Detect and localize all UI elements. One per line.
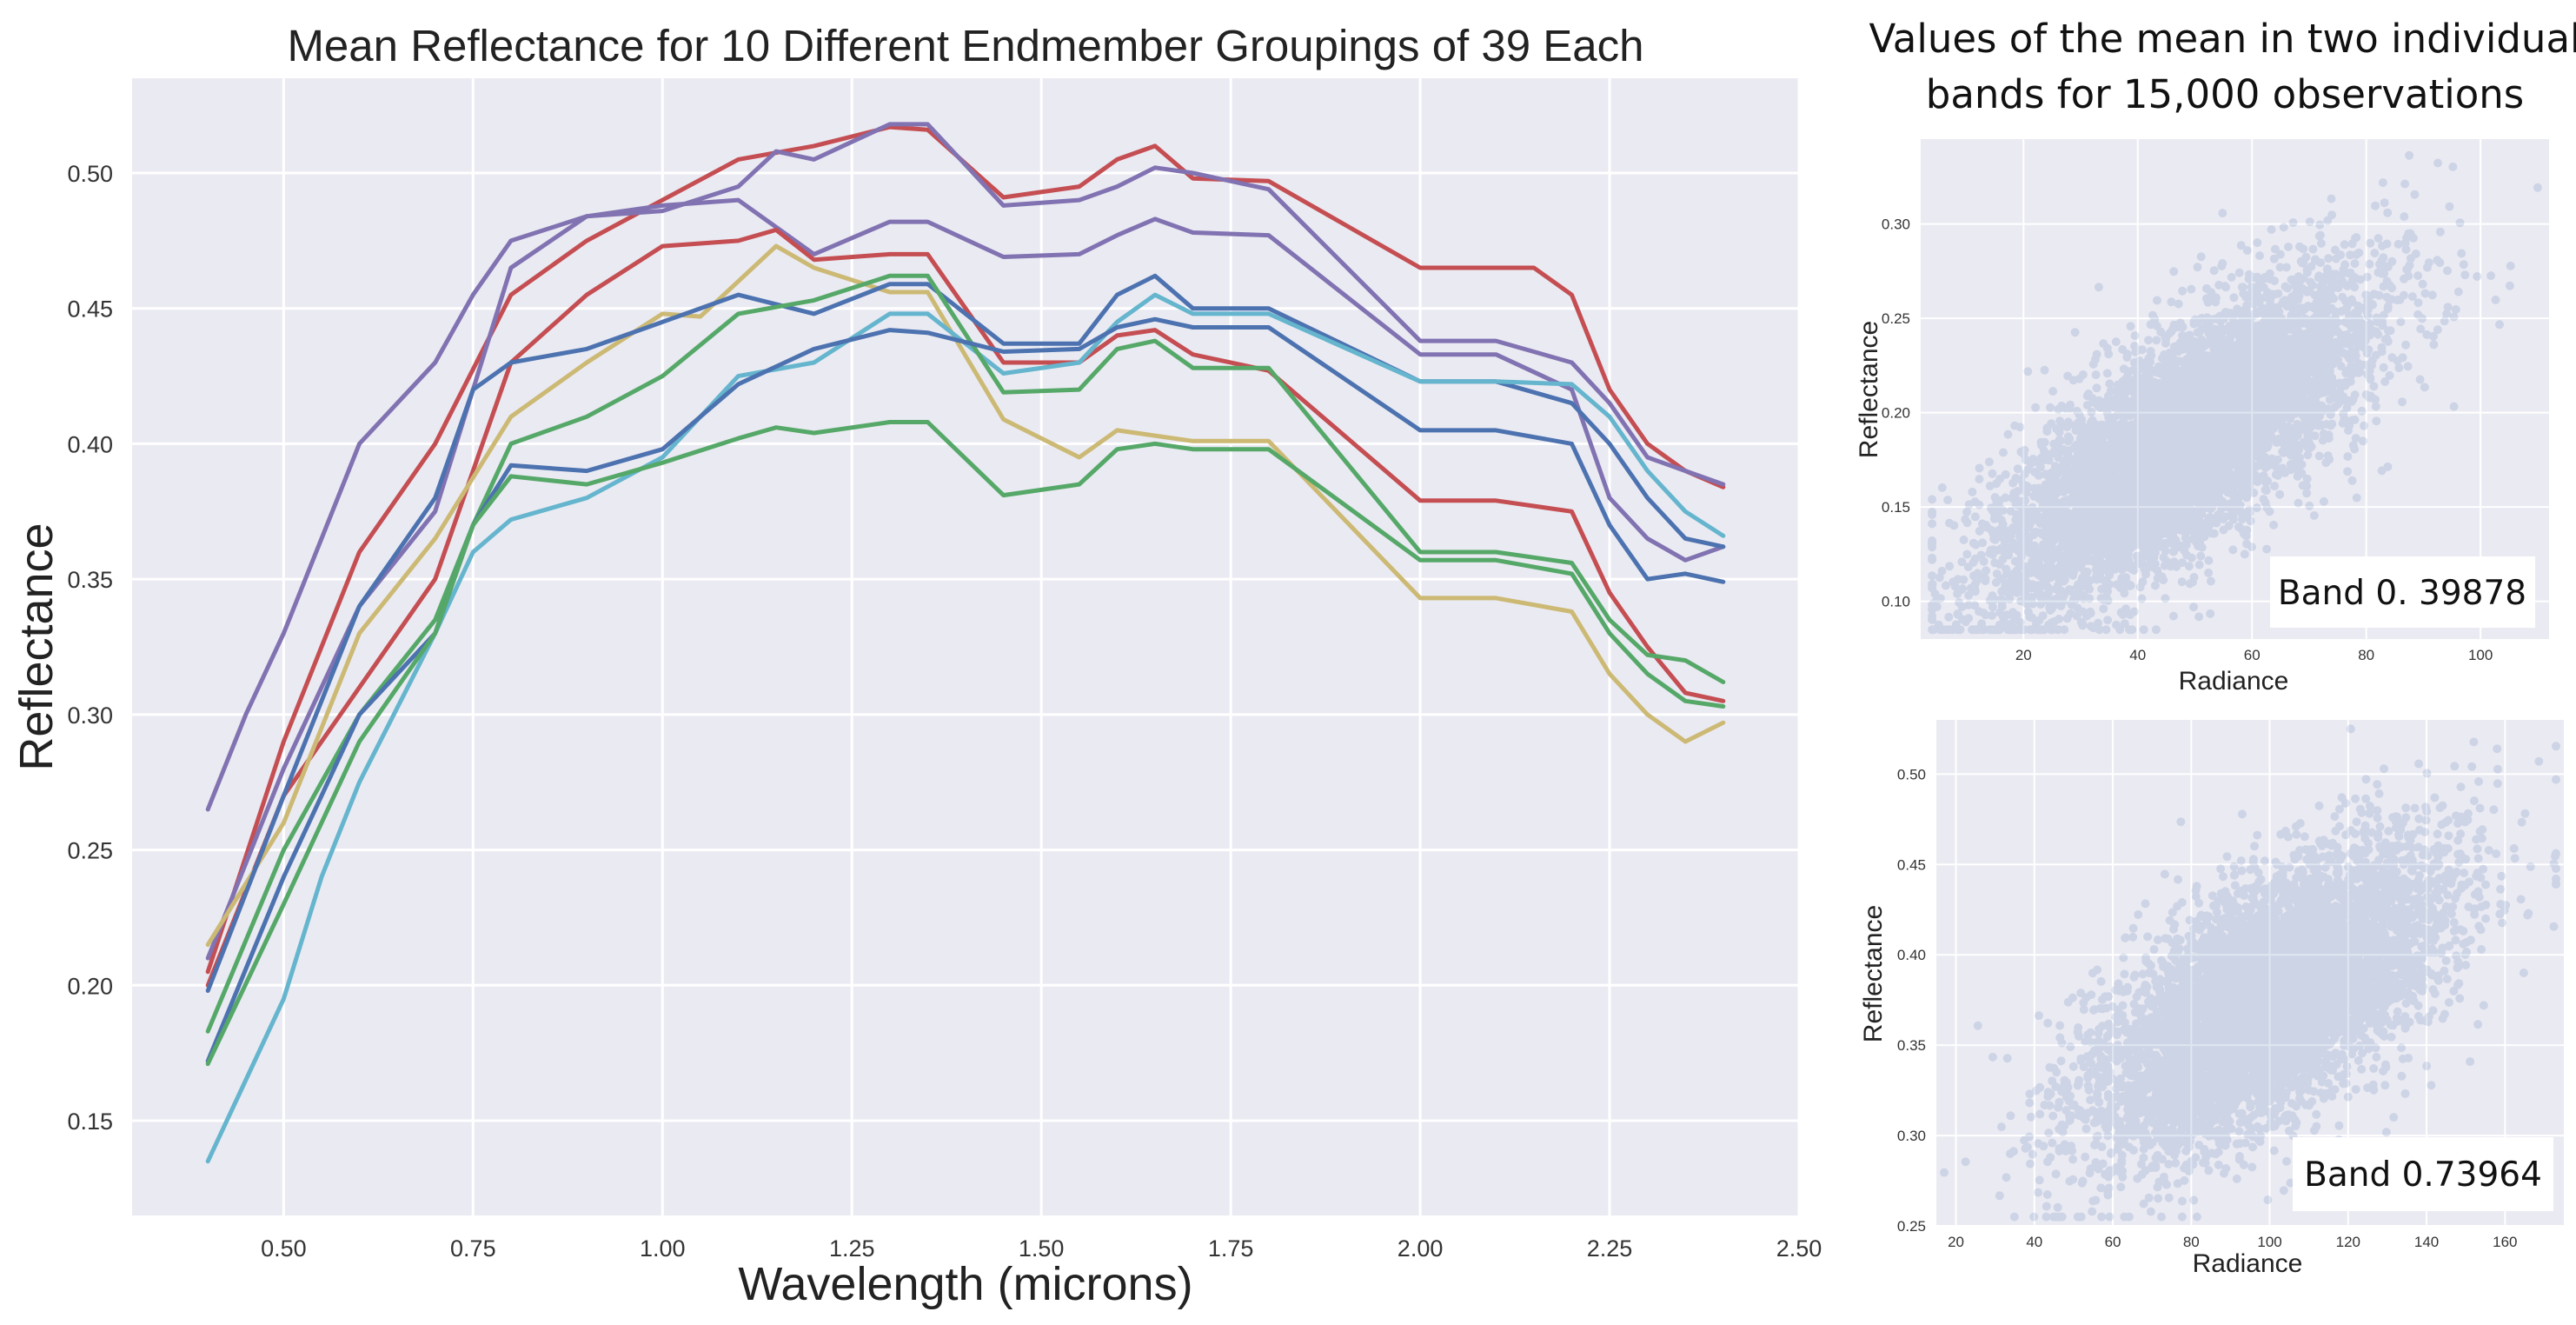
main-y-tick-label: 0.50 [67, 161, 113, 187]
scatter-1-plot-area [1921, 139, 2549, 639]
main-grid [132, 78, 1801, 1215]
sc1-x-tick-label: 80 [2358, 647, 2374, 663]
scatter-2-y-tick-labels: 0.25 0.30 0.35 0.40 0.45 0.50 [1897, 766, 1926, 1235]
series-line-5 [205, 243, 1726, 948]
main-y-tick-label: 0.20 [67, 973, 113, 999]
scatter-2-x-axis-label: Radiance [2193, 1249, 2303, 1278]
sc1-x-tick-label: 100 [2468, 647, 2493, 663]
main-x-tick-label: 1.75 [1208, 1235, 1254, 1262]
main-y-tick-label: 0.15 [67, 1109, 113, 1135]
scatter-2-x-tick-labels: 20 40 60 80 100 120 140 160 [1948, 1234, 2517, 1250]
main-x-tick-label: 2.50 [1776, 1235, 1822, 1262]
sc2-x-tick-label: 140 [2414, 1234, 2439, 1250]
sc2-y-tick-label: 0.40 [1897, 947, 1926, 963]
sc2-x-tick-label: 20 [1948, 1234, 1964, 1250]
main-x-tick-label: 1.25 [829, 1235, 875, 1262]
sc2-x-tick-label: 120 [2336, 1234, 2360, 1250]
main-y-tick-label: 0.30 [67, 702, 113, 729]
sc2-x-tick-label: 60 [2105, 1234, 2121, 1250]
sc2-x-tick-label: 40 [2026, 1234, 2042, 1250]
series-line-3 [205, 197, 1726, 812]
main-y-tick-labels: 0.15 0.20 0.25 0.30 0.35 0.40 0.45 0.50 [67, 161, 113, 1135]
series-line-1 [205, 124, 1726, 975]
main-series-lines [205, 122, 1726, 1164]
sc1-point-cloud [1928, 150, 2542, 635]
sc2-point-cloud [1940, 724, 2560, 1222]
main-x-tick-label: 0.50 [261, 1235, 307, 1262]
scatter-2-band-annotation: Band 0.73964 [2304, 1155, 2542, 1195]
main-y-tick-label: 0.25 [67, 838, 113, 864]
sc1-y-tick-label: 0.10 [1882, 594, 1910, 610]
sc2-y-tick-label: 0.45 [1897, 856, 1926, 873]
sc2-y-tick-label: 0.50 [1897, 766, 1926, 782]
sc2-y-tick-label: 0.25 [1897, 1218, 1926, 1235]
main-x-tick-labels: 0.50 0.75 1.00 1.25 1.50 1.75 2.00 2.25 2.50 [261, 1235, 1822, 1262]
scatter-1-x-axis-label: Radiance [2179, 667, 2289, 696]
sc1-y-tick-label: 0.15 [1882, 499, 1910, 516]
scatter-2-grid [1936, 720, 2564, 1227]
scatter-1-annotation-box [2270, 556, 2535, 628]
scatter-1-band-annotation: Band 0. 39878 [2278, 574, 2526, 613]
main-x-tick-label: 1.50 [1019, 1235, 1065, 1262]
scatter-band-1: 20 40 60 80 100 0.10 0.15 0.20 0.25 0.30 Radianc… [1855, 139, 2549, 696]
side-title-line-2: bands for 15,000 observations [1926, 71, 2525, 117]
main-x-tick-label: 2.00 [1398, 1235, 1444, 1262]
sc1-x-tick-label: 40 [2129, 647, 2146, 663]
sc1-x-tick-label: 60 [2244, 647, 2261, 663]
side-title-line-1: Values of the mean in two individual [1869, 16, 2576, 62]
sc1-y-tick-label: 0.30 [1882, 216, 1910, 233]
series-line-7 [205, 292, 1726, 1164]
main-chart-title: Mean Reflectance for 10 Different Endmem… [287, 21, 1643, 70]
main-y-tick-label: 0.35 [67, 567, 113, 593]
scatter-1-y-tick-labels: 0.10 0.15 0.20 0.25 0.30 [1882, 216, 1910, 610]
sc2-y-tick-label: 0.30 [1897, 1128, 1926, 1144]
main-x-tick-label: 1.00 [640, 1235, 686, 1262]
series-line-10 [205, 420, 1726, 1067]
main-plot-area [132, 78, 1799, 1215]
sc2-y-tick-label: 0.35 [1897, 1037, 1926, 1054]
scatter-1-grid [1921, 139, 2549, 639]
scatter-2-points [1940, 724, 2560, 1222]
scatter-1-y-axis-label: Reflectance [1855, 321, 1883, 458]
scatter-2-y-axis-label: Reflectance [1859, 905, 1888, 1042]
series-line-2 [205, 122, 1726, 961]
scatter-band-2: 20 40 60 80 100 120 140 160 0.25 0.30 0.35 0.40 0.4… [1859, 720, 2564, 1278]
main-line-chart: Mean Reflectance for 10 Different Endmem… [10, 21, 1822, 1310]
sc2-x-tick-label: 160 [2493, 1234, 2517, 1250]
main-x-tick-label: 2.25 [1587, 1235, 1633, 1262]
main-y-tick-label: 0.45 [67, 296, 113, 323]
sc2-x-tick-label: 100 [2257, 1234, 2281, 1250]
scatter-1-points [1928, 150, 2542, 635]
sc1-x-tick-label: 20 [2015, 647, 2032, 663]
sc2-x-tick-label: 80 [2183, 1234, 2200, 1250]
main-y-axis-label: Reflectance [10, 523, 63, 770]
sc1-y-tick-label: 0.20 [1882, 405, 1910, 422]
scatter-2-annotation-box [2293, 1137, 2553, 1211]
main-x-tick-label: 0.75 [450, 1235, 496, 1262]
scatter-1-x-tick-labels: 20 40 60 80 100 [2015, 647, 2493, 663]
main-x-axis-label: Wavelength (microns) [738, 1258, 1192, 1310]
sc1-y-tick-label: 0.25 [1882, 310, 1910, 327]
main-y-tick-label: 0.40 [67, 431, 113, 457]
series-line-6 [205, 273, 1726, 993]
